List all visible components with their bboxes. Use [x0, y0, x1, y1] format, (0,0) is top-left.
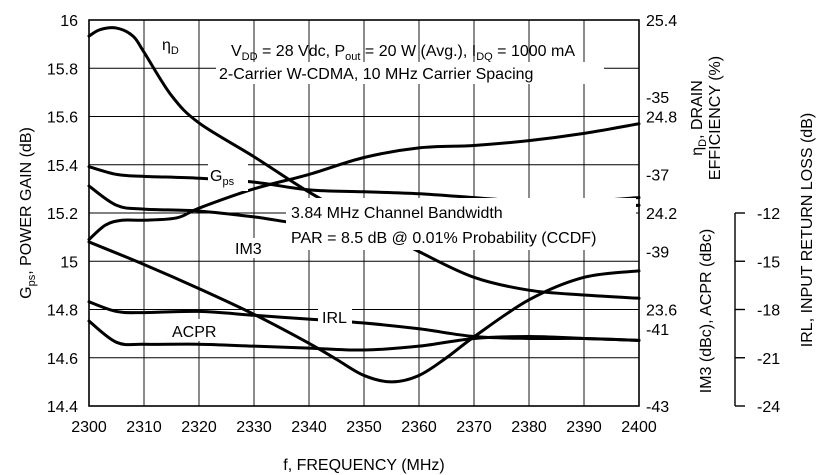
x-tick-label: 2390 [566, 419, 602, 436]
series-line-irl [87, 240, 641, 384]
x-axis-label: f, FREQUENCY (MHz) [283, 457, 444, 474]
right-lower-tick-label: -41 [646, 322, 669, 339]
left-tick-label: 14.8 [47, 303, 78, 320]
series-line--d [87, 26, 641, 300]
x-tick-label: 2310 [126, 419, 162, 436]
idq-rest: = 1000 mA [493, 43, 576, 60]
conditions-line2-bg [216, 62, 604, 84]
far-right-axis-label: IRL, INPUT RETURN LOSS (dB) [799, 113, 816, 347]
left-axis-label-sub: ps [26, 274, 38, 286]
eta-symbol: η [689, 147, 706, 156]
series-label-irl: IRL [322, 310, 347, 327]
series-label-irl-bg [318, 306, 352, 328]
series-label-im3-bg [231, 238, 275, 258]
series-label-eta-main: η [162, 37, 171, 54]
eta-subscript: D [697, 139, 709, 147]
bandwidth-annotation-bg [286, 198, 636, 250]
left-tick-label: 15.6 [47, 110, 78, 127]
x-tick-label: 2350 [346, 419, 382, 436]
x-tick-label: 2400 [621, 419, 657, 436]
x-tick-label: 2300 [71, 419, 107, 436]
left-tick-label: 16 [60, 13, 78, 30]
right-upper-tick-label: 24.2 [646, 206, 677, 223]
drain-label: , DRAIN [689, 80, 706, 139]
far-right-ticks: -12 -15 -18 -21 -24 [734, 206, 780, 416]
conditions-line1: VDD = 28 Vdc, Pout = 20 W (Avg.), IDQ = … [231, 43, 575, 63]
series-line-gps [87, 122, 641, 242]
right-upper-axis-label-line1: ηD, DRAIN [689, 80, 709, 156]
series-label-eta-sub: D [171, 45, 179, 57]
right-lower-tick-label: -43 [646, 399, 669, 416]
idq-sub: DQ [476, 51, 493, 63]
right-upper-tick-label: 25.4 [646, 13, 677, 30]
series-label-im3: IM3 [235, 241, 262, 258]
far-right-tick-label: -15 [757, 254, 780, 271]
x-tick-label: 2330 [236, 419, 272, 436]
vdd-rest: = 28 Vdc, P [258, 43, 346, 60]
right-upper-tick-label: 23.6 [646, 303, 677, 320]
series-label-gps-main: G [210, 168, 222, 185]
left-tick-label: 14.6 [47, 351, 78, 368]
right-lower-tick-label: -37 [646, 167, 669, 184]
left-axis-label-main: G [18, 286, 35, 298]
series-label-eta-d: ηD [162, 37, 179, 57]
series-label-gps: Gps [210, 168, 235, 188]
far-right-tick-label: -18 [757, 303, 780, 320]
vdd-main: V [231, 43, 242, 60]
left-ticks: 14.4 14.6 14.8 15 15.2 15.4 15.6 15.8 16 [47, 13, 78, 416]
x-tick-label: 2340 [291, 419, 327, 436]
right-ticks: 23.6 24.2 24.8 25.4 -43 -41 -39 -37 -35 [633, 13, 677, 416]
left-tick-label: 14.4 [47, 399, 78, 416]
x-ticks: 2300 2310 2320 2330 2340 2350 2360 2370 2380 2390… [71, 419, 657, 436]
series-line-acpr-2 [87, 319, 641, 352]
x-tick-label: 2370 [456, 419, 492, 436]
left-tick-label: 15.4 [47, 158, 78, 175]
left-tick-label: 15 [60, 254, 78, 271]
bandwidth-line2: PAR = 8.5 dB @ 0.01% Probability (CCDF) [291, 230, 596, 247]
vdd-sub: DD [242, 51, 258, 63]
series-label-acpr: ACPR [172, 324, 216, 341]
far-right-tick-label: -21 [757, 351, 780, 368]
right-upper-tick-label: 24.8 [646, 110, 677, 127]
left-axis-label: Gps, POWER GAIN (dB) [18, 127, 38, 299]
series-label-gps-bg [208, 163, 248, 191]
x-tick-label: 2360 [401, 419, 437, 436]
right-lower-tick-label: -39 [646, 245, 669, 262]
series-label-gps-sub: ps [222, 176, 234, 188]
x-tick-label: 2320 [181, 419, 217, 436]
right-upper-axis-label-line2: EFFICIENCY (%) [707, 56, 724, 180]
bandwidth-line1: 3.84 MHz Channel Bandwidth [291, 205, 503, 222]
conditions-line2: 2-Carrier W-CDMA, 10 MHz Carrier Spacing [219, 66, 533, 83]
series-label-acpr-bg [168, 319, 224, 341]
pout-rest: = 20 W (Avg.), I [360, 43, 476, 60]
left-axis-label-rest: , POWER GAIN (dB) [18, 127, 35, 275]
far-right-tick-label: -12 [757, 206, 780, 223]
left-tick-label: 15.8 [47, 61, 78, 78]
far-right-tick-label: -24 [757, 399, 780, 416]
right-lower-axis-label: IM3 (dBc), ACPR (dBc) [698, 229, 715, 393]
left-tick-label: 15.2 [47, 206, 78, 223]
pout-sub: out [345, 51, 360, 63]
right-lower-tick-label: -35 [646, 90, 669, 107]
x-tick-label: 2380 [511, 419, 547, 436]
